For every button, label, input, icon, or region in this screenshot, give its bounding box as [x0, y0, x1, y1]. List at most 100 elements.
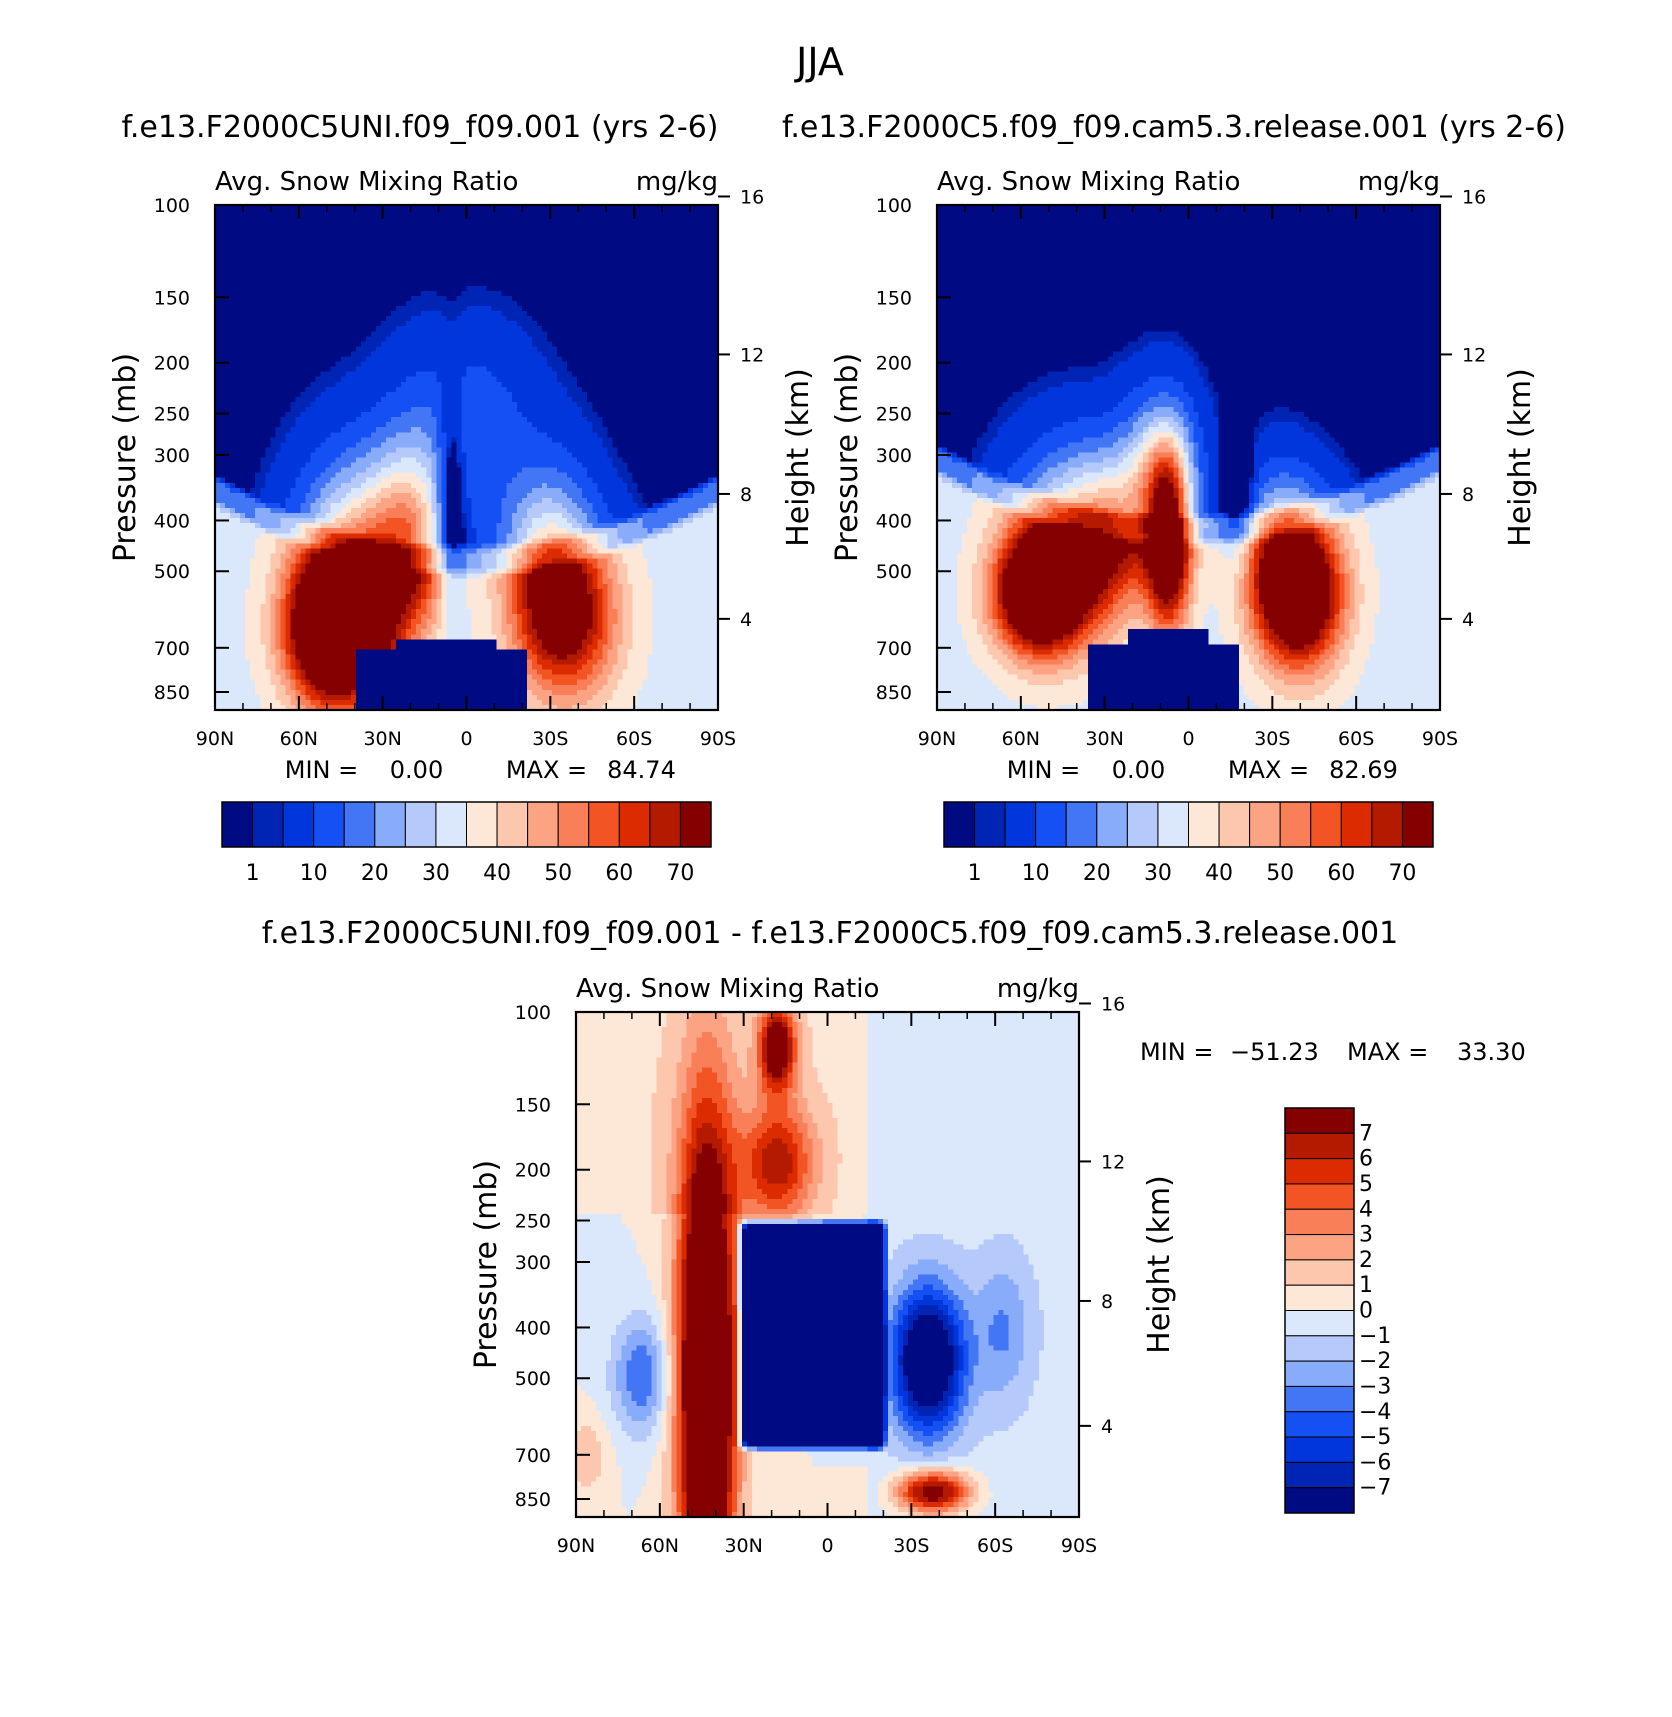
contour-cell [366, 235, 372, 241]
contour-cell [643, 256, 649, 262]
contour-cell [230, 240, 236, 246]
contour-cell [391, 240, 397, 246]
contour-cell [401, 235, 407, 241]
contour-cell [461, 225, 467, 231]
contour-cell [507, 210, 513, 216]
contour-cell [492, 225, 498, 231]
contour-cell [663, 215, 669, 221]
contour-cell [220, 256, 226, 262]
contour-cell [638, 225, 644, 231]
contour-cell [627, 230, 633, 236]
contour-cell [411, 261, 417, 267]
contour-cell [658, 225, 664, 231]
contour-cell [456, 215, 462, 221]
contour-cell [240, 250, 246, 256]
contour-cell [341, 240, 347, 246]
contour-cell [260, 210, 266, 216]
contour-cell [648, 235, 654, 241]
contour-cell [311, 210, 317, 216]
contour-cell [643, 225, 649, 231]
contour-cell [703, 256, 709, 262]
contour-cell [678, 220, 684, 226]
contour-cell [245, 230, 251, 236]
contour-cell [627, 220, 633, 226]
contour-cell [280, 230, 286, 236]
contour-cell [381, 256, 387, 262]
contour-cell [492, 215, 498, 221]
contour-cell [542, 245, 548, 251]
contour-cell [295, 256, 301, 262]
contour-cell [552, 261, 558, 267]
contour-cell [602, 240, 608, 246]
contour-cell [371, 230, 377, 236]
contour-cell [688, 225, 694, 231]
contour-cell [663, 250, 669, 256]
contour-cell [522, 225, 528, 231]
contour-cell [482, 215, 488, 221]
contour-cell [331, 245, 337, 251]
contour-cell [311, 215, 317, 221]
contour-cell [597, 225, 603, 231]
contour-cell [673, 235, 679, 241]
contour-cell [663, 225, 669, 231]
contour-cell [668, 225, 674, 231]
contour-cell [361, 230, 367, 236]
contour-cell [683, 225, 689, 231]
contour-cell [683, 220, 689, 226]
contour-cell [492, 240, 498, 246]
figure-title: JJA [794, 40, 844, 84]
contour-cell [693, 230, 699, 236]
contour-cell [381, 235, 387, 241]
contour-cell [290, 215, 296, 221]
contour-cell [673, 220, 679, 226]
contour-cell [653, 256, 659, 262]
contour-cell [250, 215, 256, 221]
contour-cell [552, 210, 558, 216]
contour-cell [406, 240, 412, 246]
contour-cell [451, 256, 457, 262]
contour-cell [411, 220, 417, 226]
contour-cell [698, 256, 704, 262]
contour-cell [552, 230, 558, 236]
contour-cell [396, 250, 402, 256]
contour-cell [562, 261, 568, 267]
contour-cell [507, 230, 513, 236]
contour-cell [406, 266, 412, 272]
contour-cell [321, 240, 327, 246]
contour-cell [316, 266, 322, 272]
contour-cell [673, 215, 679, 221]
contour-cell [522, 245, 528, 251]
contour-cell [431, 210, 437, 216]
contour-cell [431, 266, 437, 272]
contour-cell [517, 240, 523, 246]
contour-cell [507, 225, 513, 231]
contour-cell [577, 245, 583, 251]
contour-cell [497, 215, 503, 221]
contour-cell [653, 235, 659, 241]
contour-cell [391, 245, 397, 251]
contour-cell [502, 235, 508, 241]
contour-cell [643, 215, 649, 221]
contour-cell [708, 256, 714, 262]
contour-cell [597, 240, 603, 246]
contour-cell [587, 225, 593, 231]
contour-cell [436, 215, 442, 221]
contour-cell [316, 225, 322, 231]
contour-cell [301, 256, 307, 262]
contour-cell [592, 220, 598, 226]
contour-cell [406, 225, 412, 231]
contour-cell [512, 235, 518, 241]
contour-cell [376, 235, 382, 241]
contour-cell [562, 210, 568, 216]
contour-cell [361, 261, 367, 267]
contour-cell [688, 215, 694, 221]
contour-cell [552, 215, 558, 221]
contour-cell [396, 215, 402, 221]
contour-cell [351, 220, 357, 226]
contour-cell [255, 220, 261, 226]
contour-cell [285, 240, 291, 246]
contour-cell [285, 235, 291, 241]
contour-cell [472, 225, 478, 231]
contour-cell [255, 230, 261, 236]
contour-cell [346, 235, 352, 241]
